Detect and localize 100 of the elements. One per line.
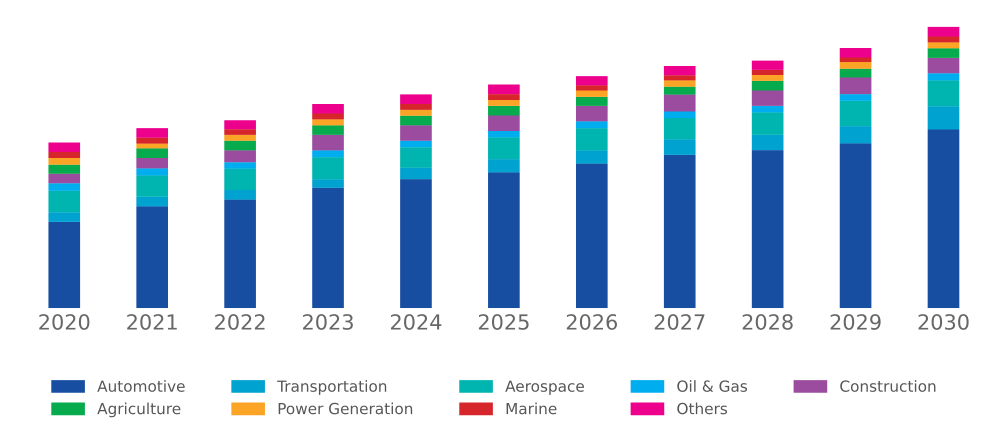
- x-tick-label: 2030: [918, 314, 969, 330]
- bar: [136, 196, 168, 206]
- legend-label: Agriculture: [97, 402, 180, 418]
- bar: [576, 76, 608, 86]
- bar: [664, 154, 696, 308]
- bar: [400, 104, 432, 110]
- bar: [312, 188, 344, 308]
- bar: [840, 62, 872, 69]
- bar: [664, 86, 696, 95]
- bar: [224, 190, 256, 200]
- bar: [488, 84, 520, 94]
- bar: [224, 150, 256, 162]
- bar: [928, 80, 960, 106]
- bar: [224, 140, 256, 150]
- bar: [928, 130, 960, 308]
- bar: [752, 80, 784, 90]
- legend-label: Construction: [840, 380, 936, 392]
- legend-label: Oil & Gas: [677, 380, 748, 392]
- bar: [48, 212, 80, 222]
- bar: [312, 114, 344, 120]
- bar: [928, 48, 960, 58]
- bar: [312, 179, 344, 188]
- bar: [136, 168, 168, 176]
- bar: [840, 58, 872, 62]
- bar: [840, 68, 872, 78]
- bar: [400, 116, 432, 126]
- bar: [48, 190, 80, 212]
- bar: [48, 158, 80, 165]
- x-tick-label: 2026: [566, 314, 617, 330]
- legend-label: Marine: [506, 402, 556, 414]
- bar: [576, 96, 608, 106]
- bar: [48, 152, 80, 158]
- bar: [488, 159, 520, 172]
- bar: [664, 118, 696, 140]
- bar: [312, 125, 344, 135]
- bar: [752, 70, 784, 75]
- bar: [664, 66, 696, 76]
- x-tick-label: 2024: [390, 314, 442, 330]
- bar: [928, 58, 960, 74]
- bar: [664, 94, 696, 112]
- bar: [400, 147, 432, 168]
- bar: [312, 150, 344, 158]
- bar: [400, 94, 432, 104]
- bar: [488, 100, 520, 106]
- bar: [224, 200, 256, 308]
- bar: [488, 116, 520, 131]
- bar: [400, 110, 432, 116]
- bar: [48, 174, 80, 184]
- bar: [48, 222, 80, 308]
- bar: [488, 106, 520, 116]
- bar: [48, 164, 80, 174]
- legend-label: Others: [677, 402, 728, 414]
- legend-label: Aerospace: [505, 380, 584, 395]
- bar: [840, 126, 872, 144]
- bar: [48, 142, 80, 152]
- bar: [488, 130, 520, 138]
- bar: [752, 134, 784, 150]
- bar: [136, 175, 168, 197]
- bar: [400, 140, 432, 148]
- bar: [576, 150, 608, 164]
- bar: [752, 112, 784, 135]
- bar: [664, 75, 696, 80]
- bar: [928, 42, 960, 48]
- bar: [312, 157, 344, 180]
- x-tick-label: 2029: [830, 314, 881, 330]
- bar: [576, 164, 608, 308]
- bar: [136, 144, 168, 148]
- bar: [224, 162, 256, 169]
- bar: [224, 120, 256, 130]
- bar: [136, 128, 168, 138]
- bar: [576, 106, 608, 122]
- bar: [840, 48, 872, 58]
- bar: [840, 100, 872, 126]
- bar: [928, 73, 960, 80]
- bar: [840, 143, 872, 308]
- legend-label: Power Generation: [278, 402, 412, 414]
- x-tick-label: 2022: [215, 314, 265, 330]
- bar: [752, 90, 784, 106]
- bar: [136, 138, 168, 144]
- bar: [224, 129, 256, 135]
- bar: [576, 85, 608, 90]
- bar: [488, 94, 520, 100]
- bar: [136, 148, 168, 158]
- bar: [400, 125, 432, 141]
- legend-label: Automotive: [97, 380, 185, 392]
- bar: [664, 112, 696, 118]
- bar: [752, 106, 784, 112]
- bar: [400, 179, 432, 308]
- bar: [224, 134, 256, 141]
- bar: [136, 206, 168, 308]
- bar: [928, 106, 960, 130]
- bar: [752, 75, 784, 81]
- x-tick-label: 2023: [303, 314, 353, 330]
- bar: [312, 104, 344, 114]
- bar: [48, 183, 80, 191]
- bar: [664, 80, 696, 87]
- bar: [928, 36, 960, 42]
- bar: [312, 119, 344, 126]
- x-tick-label: 2027: [654, 314, 704, 330]
- bar: [136, 158, 168, 168]
